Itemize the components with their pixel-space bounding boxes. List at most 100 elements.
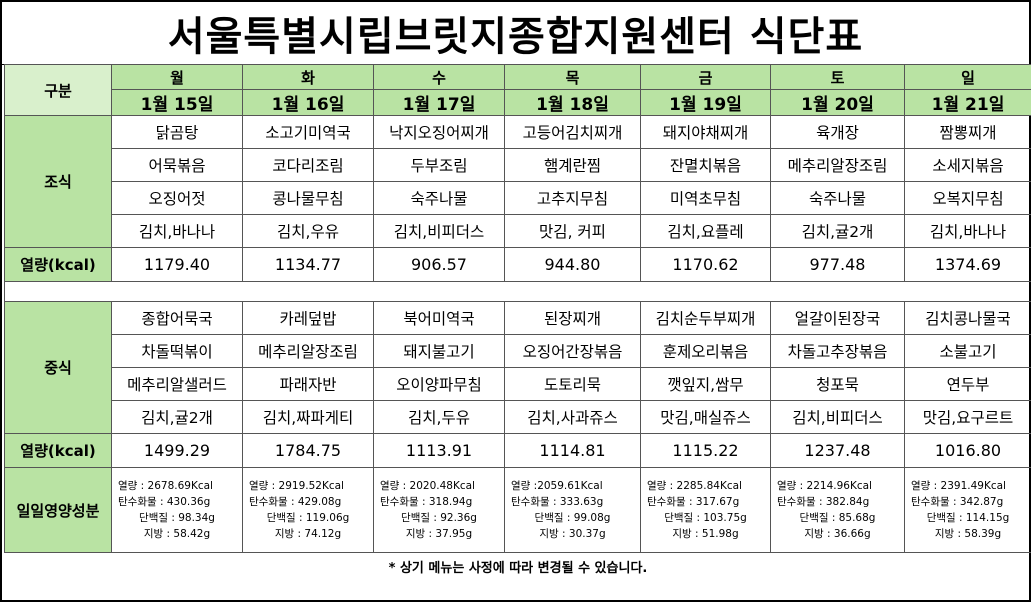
header-date-cell: 1월 17일	[373, 89, 505, 116]
nutrition-protein: 단백질 : 114.15g	[926, 512, 1010, 524]
breakfast-menu-item: 코다리조림	[242, 148, 374, 182]
breakfast-menu-item: 고추지무침	[504, 181, 641, 215]
nutrition-kcal: 열량 : 2020.48Kcal	[380, 480, 475, 492]
lunch-menu-item: 메추리알샐러드	[111, 367, 243, 401]
nutrition-fat: 지방 : 74.12g	[274, 528, 342, 540]
nutrition-fat: 지방 : 58.42g	[143, 528, 211, 540]
nutrition-cell: 열량 : 2285.84Kcal 탄수화물 : 317.67g 단백질 : 103.…	[640, 467, 771, 553]
nutrition-fat: 지방 : 51.98g	[672, 528, 739, 540]
nutrition-cell: 열량 : 2020.48Kcal 탄수화물 : 318.94g 단백질 : 92.3…	[373, 467, 505, 553]
header-day-cell: 수	[373, 64, 505, 90]
breakfast-menu-item: 두부조림	[373, 148, 505, 182]
breakfast-menu-item: 콩나물무침	[242, 181, 374, 215]
nutrition-carb: 탄수화물 : 317.67g	[647, 496, 740, 508]
lunch-menu-item: 오징어간장볶음	[504, 334, 641, 368]
breakfast-menu-item: 숙주나물	[770, 181, 905, 215]
breakfast-menu-item: 김치,비피더스	[373, 214, 505, 248]
lunch-kcal-value: 1499.29	[111, 433, 243, 468]
breakfast-menu-row: 어묵볶음 코다리조림 두부조림 햄계란찜 잔멸치볶음 메추리알장조림 소세지볶음	[5, 148, 1031, 182]
breakfast-menu-item: 햄계란찜	[504, 148, 641, 182]
lunch-label-cell: 중식	[4, 301, 112, 434]
breakfast-kcal-value: 1170.62	[640, 247, 771, 282]
nutrition-kcal: 열량 : 2678.69Kcal	[118, 480, 213, 492]
footnote-row: * 상기 메뉴는 사정에 따라 변경될 수 있습니다.	[5, 553, 1031, 581]
nutrition-fat: 지방 : 36.66g	[804, 528, 871, 540]
spacer-cell	[4, 281, 1031, 302]
lunch-menu-item: 된장찌개	[504, 301, 641, 335]
nutrition-kcal: 열량 : 2285.84Kcal	[647, 480, 742, 492]
lunch-kcal-value: 1115.22	[640, 433, 771, 468]
nutrition-cell: 열량 : 2919.52Kcal 탄수화물 : 429.08g 단백질 : 119.…	[242, 467, 374, 553]
nutrition-row: 일일영양성분 열량 : 2678.69Kcal 탄수화물 : 430.36g 단백질 …	[4, 467, 1031, 553]
lunch-menu-item: 돼지불고기	[373, 334, 505, 368]
lunch-menu-row: 메추리알샐러드 파래자반 오이양파무침 도토리묵 깻잎지,쌈무 청포묵 연두부	[5, 367, 1031, 401]
breakfast-menu-item: 김치,우유	[242, 214, 374, 248]
lunch-kcal-value: 1784.75	[242, 433, 374, 468]
breakfast-menu-item: 짬뽕찌개	[904, 115, 1031, 149]
lunch-kcal-label: 열량(kcal)	[4, 433, 112, 468]
breakfast-menu-row: 오징어젓 콩나물무침 숙주나물 고추지무침 미역초무침 숙주나물 오복지무침	[5, 181, 1031, 215]
nutrition-carb: 탄수화물 : 342.87g	[911, 496, 1004, 508]
breakfast-kcal-label: 열량(kcal)	[4, 247, 112, 282]
breakfast-menu-item: 소세지볶음	[904, 148, 1031, 182]
breakfast-menu-item: 소고기미역국	[242, 115, 374, 149]
lunch-menu-row: 김치,귤2개 김치,짜파게티 김치,두유 김치,사과쥬스 맛김,매실쥬스 김치,비피더스 맛…	[5, 400, 1031, 434]
header-day-cell: 월	[111, 64, 243, 90]
breakfast-menu-item: 오복지무침	[904, 181, 1031, 215]
lunch-menu-item: 종합어묵국	[111, 301, 243, 335]
lunch-menu-item: 김치,짜파게티	[242, 400, 374, 434]
nutrition-fat: 지방 : 58.39g	[934, 528, 1002, 540]
breakfast-label-cell: 조식	[4, 115, 112, 248]
nutrition-kcal: 열량 : 2919.52Kcal	[249, 480, 344, 492]
lunch-menu-item: 김치,두유	[373, 400, 505, 434]
nutrition-carb: 탄수화물 : 429.08g	[249, 496, 342, 508]
breakfast-menu-item: 맛김, 커피	[504, 214, 641, 248]
lunch-menu-item: 차돌떡볶이	[111, 334, 243, 368]
breakfast-menu-item: 미역초무침	[640, 181, 771, 215]
lunch-menu-item: 맛김,요구르트	[904, 400, 1031, 434]
nutrition-carb: 탄수화물 : 318.94g	[380, 496, 473, 508]
lunch-menu-item: 훈제오리볶음	[640, 334, 771, 368]
breakfast-menu-item: 김치,귤2개	[770, 214, 905, 248]
nutrition-cell: 열량 : 2214.96Kcal 탄수화물 : 382.84g 단백질 : 85.6…	[770, 467, 905, 553]
breakfast-kcal-value: 1134.77	[242, 247, 374, 282]
header-label-cell: 구분	[4, 64, 112, 116]
nutrition-label-cell: 일일영양성분	[4, 467, 112, 553]
lunch-kcal-value: 1016.80	[904, 433, 1031, 468]
breakfast-menu-item: 낙지오징어찌개	[373, 115, 505, 149]
header-date-cell: 1월 21일	[904, 89, 1031, 116]
header-date-cell: 1월 18일	[504, 89, 641, 116]
nutrition-kcal: 열량 : 2391.49Kcal	[911, 480, 1006, 492]
breakfast-menu-item: 김치,바나나	[904, 214, 1031, 248]
lunch-menu-item: 연두부	[904, 367, 1031, 401]
page-title: 서울특별시립브릿지종합지원센터 식단표	[2, 2, 1029, 65]
header-day-cell: 일	[904, 64, 1031, 90]
nutrition-carb: 탄수화물 : 333.63g	[511, 496, 604, 508]
lunch-menu-row: 차돌떡볶이 메추리알장조림 돼지불고기 오징어간장볶음 훈제오리볶음 차돌고추장볶음 소불고…	[5, 334, 1031, 368]
breakfast-menu-item: 돼지야채찌개	[640, 115, 771, 149]
header-date-row: 1월 15일 1월 16일 1월 17일 1월 18일 1월 19일 1월 20일 1월 2…	[5, 89, 1031, 116]
breakfast-menu-item: 김치,바나나	[111, 214, 243, 248]
breakfast-kcal-value: 977.48	[770, 247, 905, 282]
lunch-menu-item: 김치,귤2개	[111, 400, 243, 434]
nutrition-kcal: 열량 : 2214.96Kcal	[777, 480, 872, 492]
lunch-menu-item: 김치,사과쥬스	[504, 400, 641, 434]
lunch-menu-item: 카레덮밥	[242, 301, 374, 335]
nutrition-cell: 열량 :2059.61Kcal 탄수화물 : 333.63g 단백질 : 99.08…	[504, 467, 641, 553]
header-day-cell: 토	[770, 64, 905, 90]
lunch-menu-item: 메추리알장조림	[242, 334, 374, 368]
header-date-cell: 1월 16일	[242, 89, 374, 116]
breakfast-kcal-row: 열량(kcal) 1179.40 1134.77 906.57 944.80 1170.6…	[4, 247, 1031, 282]
lunch-menu-item: 김치순두부찌개	[640, 301, 771, 335]
breakfast-kcal-value: 944.80	[504, 247, 641, 282]
nutrition-fat: 지방 : 30.37g	[539, 528, 606, 540]
menu-table: 구분 월 화 수 목 금 토 일 1월 15일 1월 16일 1월 17일 1월 18일 1월 19일 1…	[4, 64, 1031, 581]
breakfast-menu-item: 잔멸치볶음	[640, 148, 771, 182]
nutrition-fat: 지방 : 37.95g	[405, 528, 473, 540]
lunch-kcal-row: 열량(kcal) 1499.29 1784.75 1113.91 1114.81 1115…	[4, 433, 1031, 468]
spacer-row	[4, 281, 1031, 302]
lunch-menu-item: 얼갈이된장국	[770, 301, 905, 335]
breakfast-kcal-value: 1374.69	[904, 247, 1031, 282]
breakfast-kcal-value: 1179.40	[111, 247, 243, 282]
lunch-menu-item: 북어미역국	[373, 301, 505, 335]
